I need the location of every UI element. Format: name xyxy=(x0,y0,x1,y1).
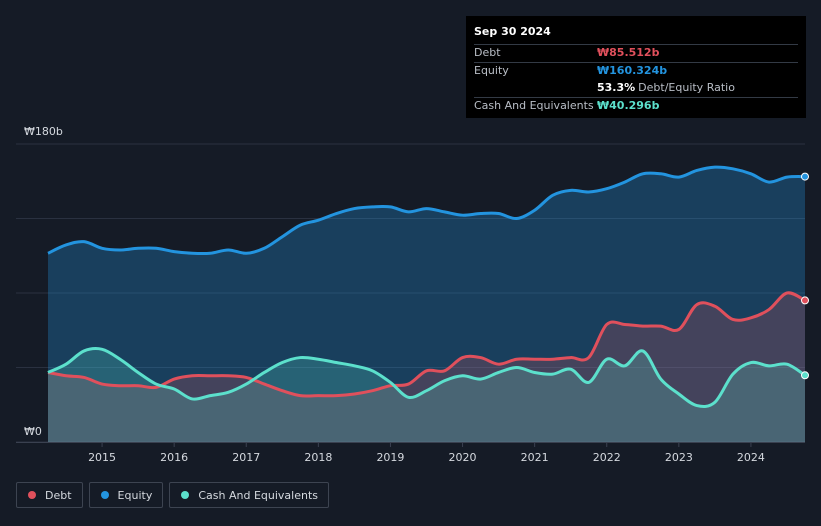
tooltip-ratio-label: Debt/Equity Ratio xyxy=(638,81,735,94)
tooltip-cash-value: ₩40.296b xyxy=(597,99,660,112)
y-tick-label-max: ₩180b xyxy=(24,125,63,138)
x-tick-label-2023: 2023 xyxy=(665,451,693,464)
legend-item-debt[interactable]: Debt xyxy=(16,482,83,508)
x-axis-ticks: 2015 2016 2017 2018 2019 2020 2021 2022 2023 2024 xyxy=(88,442,765,464)
legend-equity-label: Equity xyxy=(117,488,153,502)
series-end-markers xyxy=(801,172,809,380)
equity-line xyxy=(47,165,806,256)
equity-end-point xyxy=(801,172,809,181)
tooltip-row-equity: Equity ₩160.324b xyxy=(474,62,798,80)
tooltip-row-debt: Debt ₩85.512b xyxy=(474,44,798,62)
debt-end-point xyxy=(801,296,809,305)
tooltip-row-cash: Cash And Equivalents ₩40.296b xyxy=(474,97,798,115)
debt-area xyxy=(48,292,805,442)
x-tick-label-2015: 2015 xyxy=(88,451,116,464)
tooltip-debt-label: Debt xyxy=(474,46,501,59)
legend-debt-label: Debt xyxy=(45,488,72,502)
cash-and-equivalents-end-point xyxy=(801,371,809,380)
cash-and-equivalents-line xyxy=(47,347,806,409)
tooltip-equity-value: ₩160.324b xyxy=(597,64,668,77)
x-tick-label-2017: 2017 xyxy=(232,451,260,464)
x-tick-label-2020: 2020 xyxy=(449,451,477,464)
cash-dot-icon xyxy=(181,491,190,499)
cash-and-equivalents-area xyxy=(48,348,805,442)
debt-line xyxy=(47,291,806,398)
tooltip-row-ratio: 53.3% Debt/Equity Ratio xyxy=(474,80,798,97)
legend-item-cash[interactable]: Cash And Equivalents xyxy=(169,482,329,508)
x-tick-label-2019: 2019 xyxy=(376,451,404,464)
legend-item-equity[interactable]: Equity xyxy=(88,482,164,508)
tooltip-cash-label: Cash And Equivalents xyxy=(474,99,594,112)
series-areas xyxy=(48,167,805,442)
tooltip-ratio-value: 53.3% xyxy=(597,81,636,94)
x-tick-label-2016: 2016 xyxy=(160,451,188,464)
equity-area xyxy=(48,167,805,442)
legend-cash-label: Cash And Equivalents xyxy=(198,488,318,502)
debt-dot-icon xyxy=(28,491,36,499)
tooltip-panel: Sep 30 2024 Debt ₩85.512b Equity ₩160.32… xyxy=(466,16,806,118)
equity-dot-icon xyxy=(100,491,109,499)
x-tick-label-2024: 2024 xyxy=(737,451,765,464)
x-tick-label-2021: 2021 xyxy=(521,451,549,464)
x-tick-label-2018: 2018 xyxy=(304,451,332,464)
tooltip-equity-label: Equity xyxy=(474,64,509,77)
series-lines xyxy=(47,165,806,409)
tooltip-date: Sep 30 2024 xyxy=(474,25,551,38)
tooltip-debt-value: ₩85.512b xyxy=(597,46,660,59)
y-tick-label-min: ₩0 xyxy=(24,425,42,438)
grid-lines xyxy=(16,143,805,443)
x-tick-label-2022: 2022 xyxy=(593,451,621,464)
legend: Debt Equity Cash And Equivalents xyxy=(16,482,329,508)
